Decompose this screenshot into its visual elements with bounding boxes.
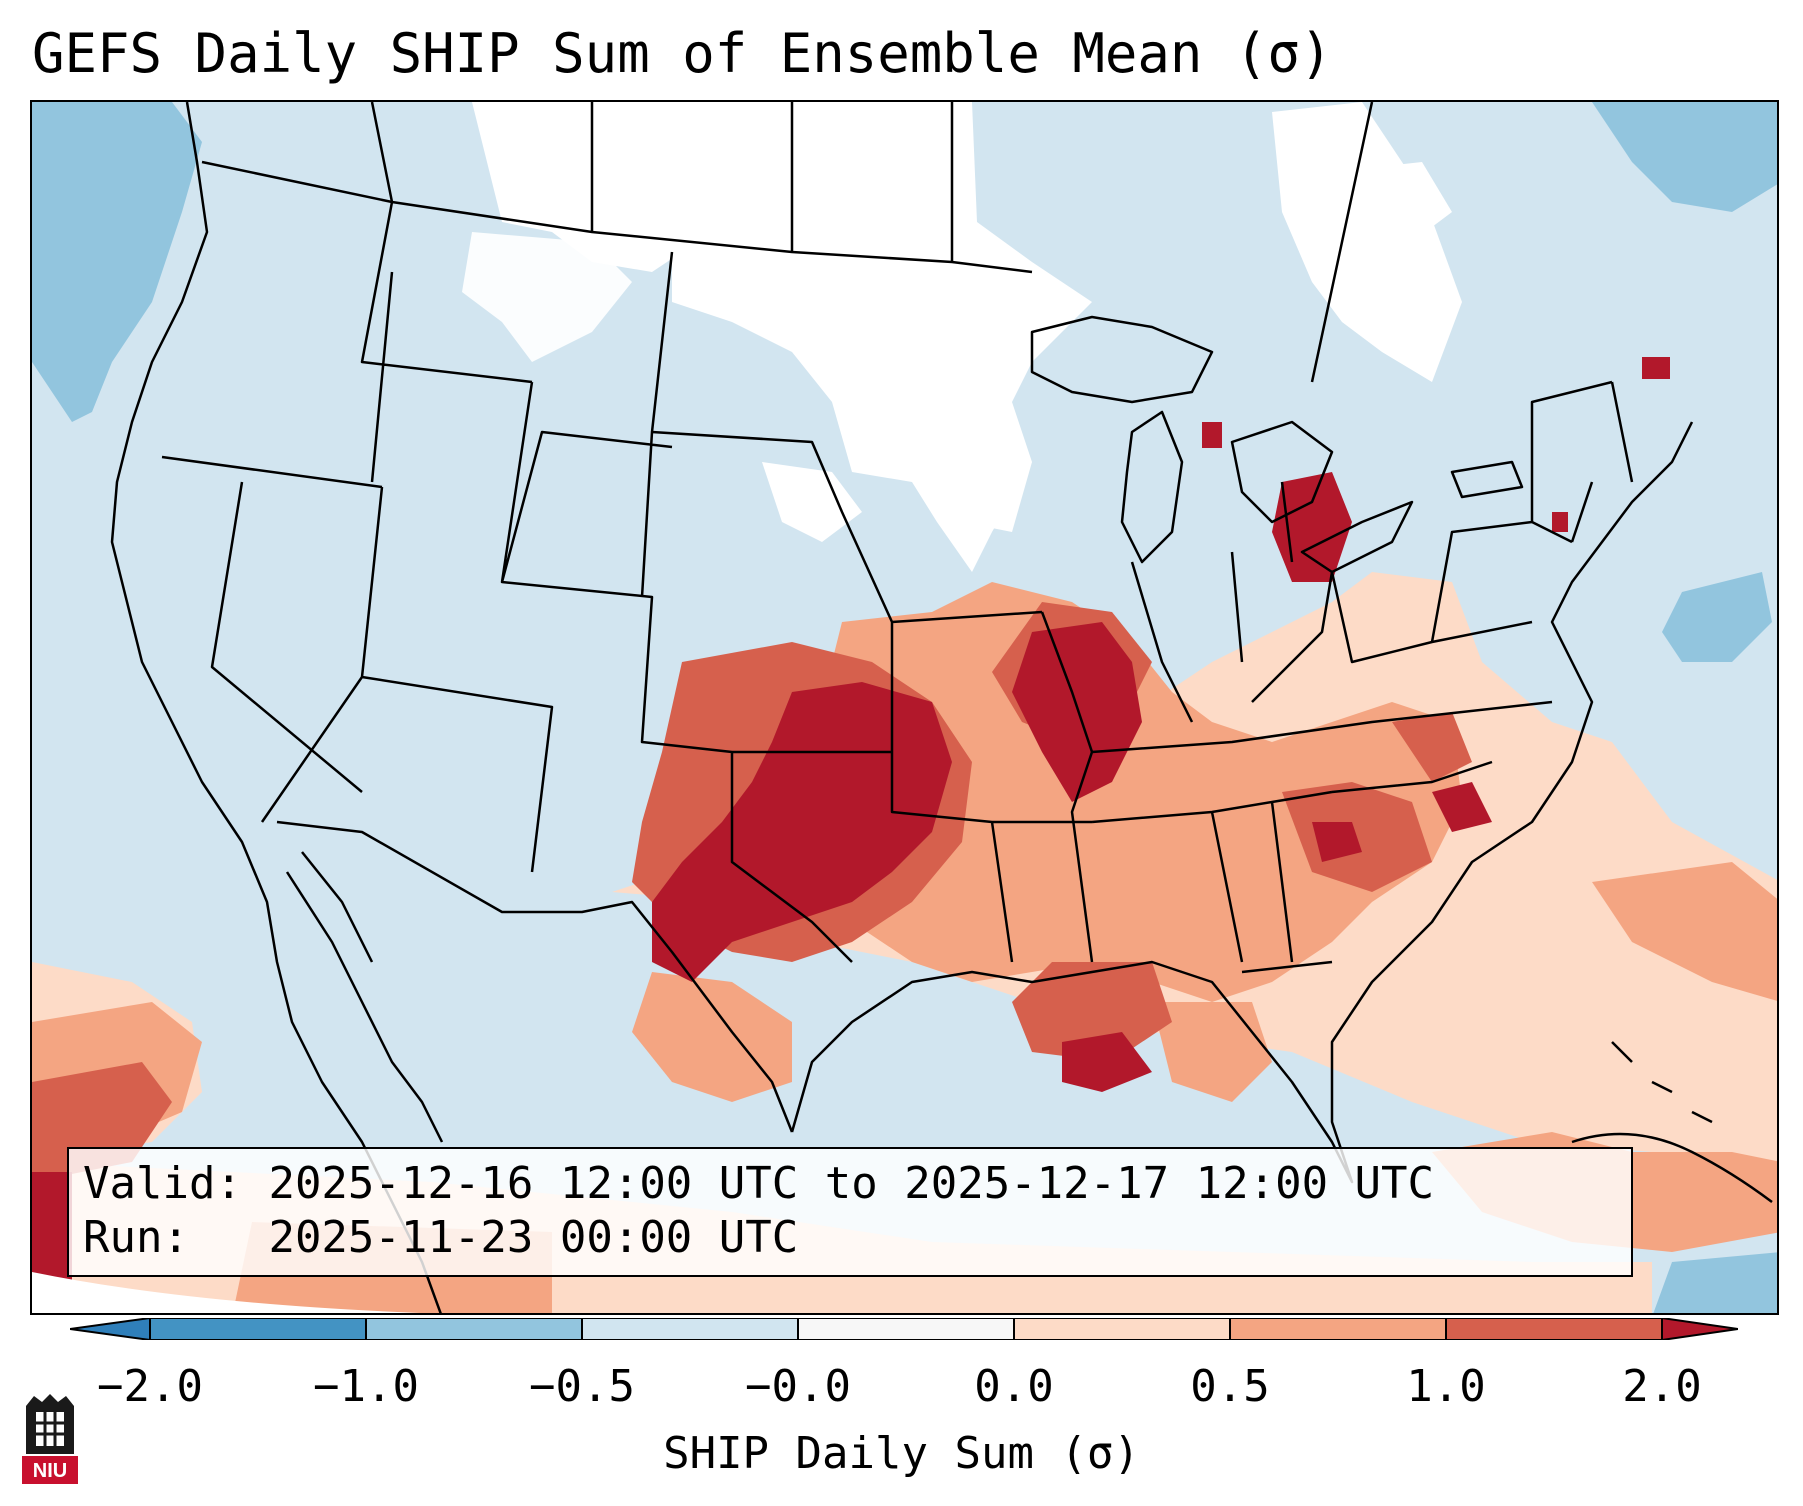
valid-label: Valid:: [83, 1158, 242, 1209]
colorbar-bin-0-05: [1014, 1318, 1230, 1340]
colorbar-bin-0-0: [798, 1318, 1014, 1340]
colorbar-bin-05-1: [1230, 1318, 1446, 1340]
lake-michigan: [1120, 410, 1184, 564]
province-borders: [370, 102, 1374, 383]
field-strong-positive: [32, 357, 1670, 1313]
cuba-outline: [1571, 1132, 1773, 1204]
pacific-coastline: [110, 102, 442, 1313]
colorbar-tick-label: −2.0: [97, 1361, 203, 1412]
valid-line: Valid: 2025-12-16 12:00 UTC to 2025-12-1…: [83, 1157, 1617, 1211]
map-canvas: [32, 102, 1777, 1313]
field-negative-areas: [32, 102, 1777, 1313]
field-neutral-areas: [462, 102, 1462, 572]
colorbar-bin-m05-0: [582, 1318, 798, 1340]
valid-run-info-box: Valid: 2025-12-16 12:00 UTC to 2025-12-1…: [67, 1147, 1633, 1277]
lake-superior: [1030, 315, 1214, 404]
colorbar-bin-m2-m1: [150, 1318, 366, 1340]
colorbar-tick-label: 0.0: [974, 1361, 1054, 1412]
colorbar-tick-label: −1.0: [313, 1361, 419, 1412]
lake-huron: [1230, 420, 1334, 524]
us-mexico-border: [276, 820, 794, 1133]
niu-logo-text: NIU: [33, 1460, 67, 1482]
niu-logo: NIU: [22, 1394, 78, 1484]
colorbar-extend-low: [70, 1318, 150, 1340]
lake-ontario: [1450, 460, 1524, 499]
colorbar-tick-label: −0.5: [529, 1361, 635, 1412]
colorbar-tick-label: 1.0: [1406, 1361, 1486, 1412]
colorbar-label: SHIP Daily Sum (σ): [663, 1428, 1140, 1479]
colorbar-tick-label: 2.0: [1622, 1361, 1702, 1412]
colorbar-extend-high: [1662, 1318, 1738, 1340]
run-label: Run:: [83, 1212, 189, 1263]
boundary-lines: [110, 102, 1773, 1313]
baja-coastline: [285, 851, 444, 1143]
colorbar-bin-1-2: [1446, 1318, 1662, 1340]
colorbar-bin-m1-m05: [366, 1318, 582, 1340]
valid-value: 2025-12-16 12:00 UTC to 2025-12-17 12:00…: [268, 1158, 1435, 1209]
bahamas-outline: [1611, 1041, 1713, 1124]
colorbar-tick-label: 0.5: [1190, 1361, 1270, 1412]
colorbar-outline: [70, 1318, 1738, 1340]
gulf-atlantic-coastline: [790, 421, 1694, 1184]
run-value: 2025-11-23 00:00 UTC: [268, 1212, 799, 1263]
colorbar: [70, 1318, 1738, 1340]
run-line: Run: 2025-11-23 00:00 UTC: [83, 1211, 1617, 1265]
figure-title: GEFS Daily SHIP Sum of Ensemble Mean (σ): [32, 22, 1333, 85]
map-panel: [30, 100, 1779, 1315]
lake-erie: [1300, 500, 1414, 574]
colorbar-tick-label: −0.0: [745, 1361, 851, 1412]
state-borders: [161, 201, 1634, 974]
projection-edge: [32, 1272, 421, 1313]
us-canada-border: [201, 160, 1033, 274]
